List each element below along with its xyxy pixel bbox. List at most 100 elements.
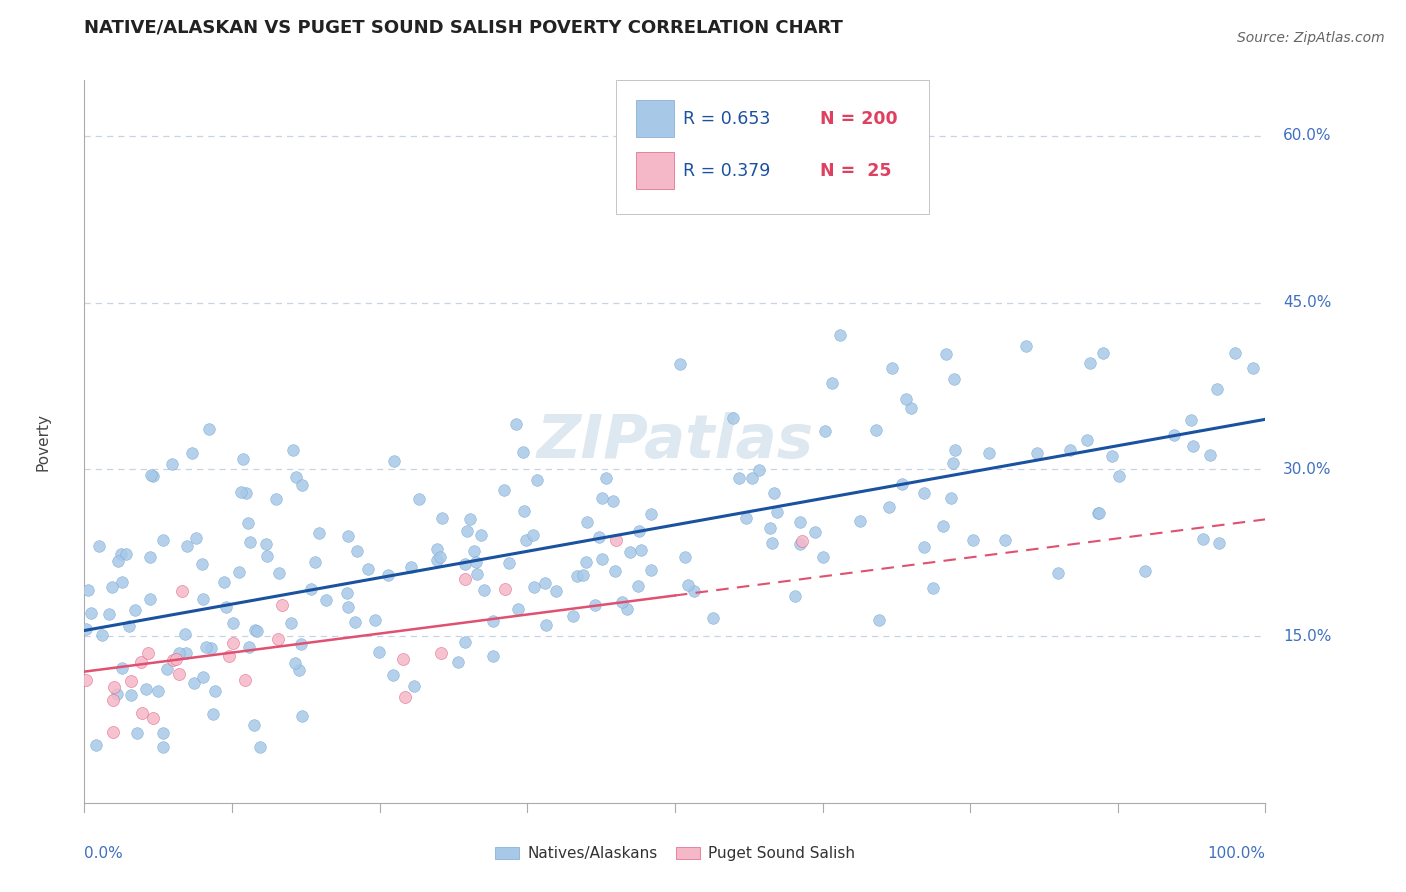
Point [430, 646, 453, 660]
Point [735, 511, 758, 525]
Point [118, 619, 141, 633]
Point [894, 392, 917, 406]
Point [167, 667, 190, 681]
Point [534, 576, 557, 591]
Point [160, 457, 183, 471]
Point [627, 524, 650, 539]
Point [454, 572, 477, 586]
Point [465, 567, 488, 582]
Point [267, 566, 290, 581]
Point [804, 524, 827, 539]
Point [222, 636, 245, 650]
Point [1208, 536, 1230, 550]
Point [591, 491, 613, 505]
Point [229, 485, 252, 500]
Point [783, 589, 806, 603]
Point [114, 547, 136, 561]
Point [129, 655, 152, 669]
Point [619, 545, 641, 559]
Point [80, 606, 103, 620]
Point [763, 486, 786, 500]
Point [792, 533, 814, 548]
Point [162, 653, 184, 667]
Point [523, 580, 546, 594]
Point [506, 602, 529, 616]
Point [482, 614, 505, 628]
Point [239, 535, 262, 549]
Point [814, 424, 837, 438]
Point [591, 551, 613, 566]
Point [513, 504, 536, 518]
Point [463, 543, 485, 558]
Point [195, 640, 218, 654]
Point [1101, 449, 1123, 463]
Point [595, 471, 617, 485]
Point [939, 491, 962, 505]
Point [243, 624, 266, 638]
Point [605, 533, 627, 547]
FancyBboxPatch shape [636, 100, 673, 137]
Point [139, 592, 162, 607]
Point [105, 688, 128, 702]
Point [962, 533, 984, 548]
Point [1225, 346, 1247, 360]
Point [346, 543, 368, 558]
FancyBboxPatch shape [616, 80, 929, 214]
Point [678, 578, 700, 592]
Point [181, 446, 204, 460]
Point [308, 526, 330, 541]
Point [1091, 346, 1114, 360]
Point [1206, 382, 1229, 396]
Point [1059, 442, 1081, 457]
Point [394, 690, 416, 705]
Point [492, 483, 515, 497]
Point [200, 640, 222, 655]
Point [75, 622, 97, 636]
Point [304, 555, 326, 569]
Point [546, 584, 568, 599]
Point [669, 357, 692, 371]
Point [271, 598, 294, 612]
Text: 100.0%: 100.0% [1208, 847, 1265, 861]
Point [152, 533, 174, 548]
Point [1080, 356, 1102, 370]
Point [120, 688, 142, 702]
Point [87, 540, 110, 554]
Point [505, 417, 527, 431]
Point [357, 562, 380, 576]
Point [91, 628, 114, 642]
Point [977, 446, 1000, 460]
Point [868, 613, 890, 627]
Point [472, 583, 495, 598]
Point [447, 655, 470, 669]
Point [1076, 433, 1098, 447]
Point [454, 558, 477, 572]
Point [912, 540, 935, 554]
Point [176, 646, 198, 660]
Point [865, 423, 887, 437]
Point [141, 467, 163, 482]
Point [254, 536, 277, 550]
Point [165, 652, 187, 666]
Point [399, 559, 422, 574]
Point [673, 549, 696, 564]
Point [191, 592, 214, 607]
Point [191, 670, 214, 684]
Point [336, 600, 359, 615]
Legend: Natives/Alaskans, Puget Sound Salish: Natives/Alaskans, Puget Sound Salish [489, 840, 860, 867]
Point [212, 575, 235, 590]
Point [922, 581, 945, 595]
Point [228, 565, 250, 579]
Point [235, 486, 257, 500]
Point [174, 627, 197, 641]
Point [101, 693, 124, 707]
Point [1026, 446, 1049, 460]
Point [266, 491, 288, 506]
Point [125, 726, 148, 740]
Point [430, 511, 453, 525]
Point [204, 684, 226, 698]
Point [630, 543, 652, 558]
Point [522, 528, 544, 542]
Point [101, 580, 124, 594]
Point [575, 515, 598, 529]
